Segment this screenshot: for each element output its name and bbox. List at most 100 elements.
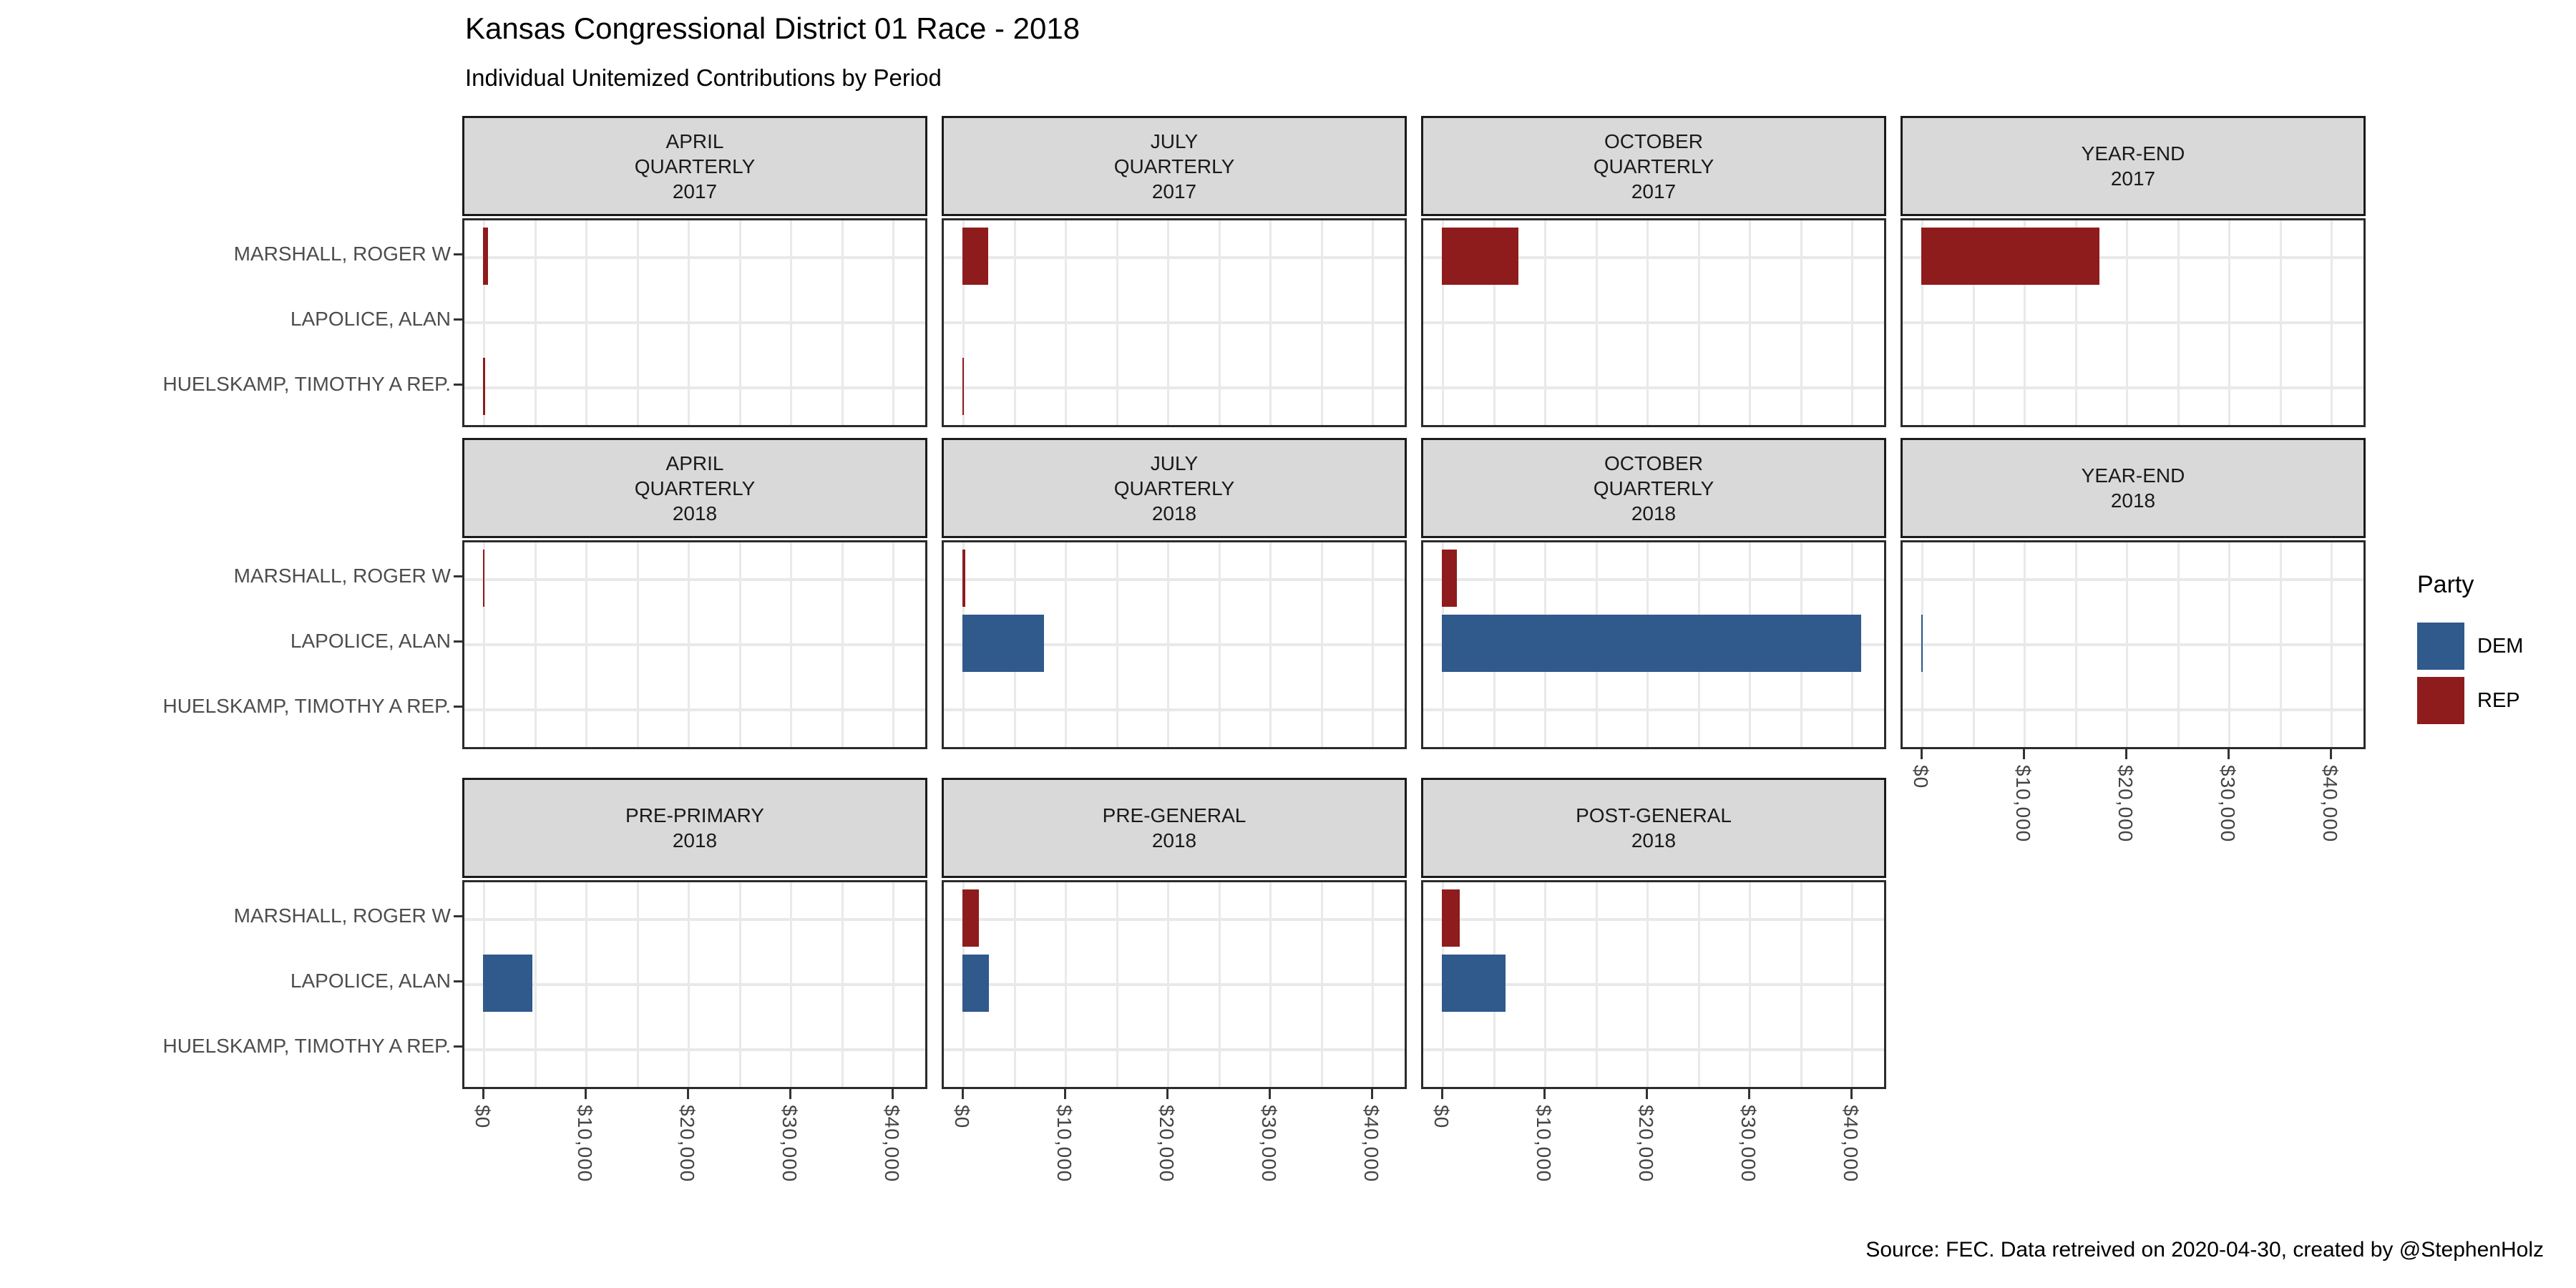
y-axis-label: HUELSKAMP, TIMOTHY A REP. (162, 695, 451, 718)
gridline-horizontal (464, 708, 925, 712)
x-tick-mark (482, 1089, 484, 1099)
y-axis-label: LAPOLICE, ALAN (290, 969, 451, 992)
gridline-horizontal (464, 1048, 925, 1052)
bar-lapolice (1442, 614, 1862, 672)
bar-marshall (1921, 227, 2099, 285)
gridline-horizontal (1903, 386, 2363, 390)
x-tick-mark (1921, 749, 1923, 759)
facet-strip-label: YEAR-END (2081, 142, 2185, 165)
gridline-horizontal (464, 577, 925, 581)
gridline-horizontal (944, 982, 1405, 986)
x-tick-label: $10,000 (2012, 765, 2034, 843)
facet-strip-label: 2017 (1631, 180, 1677, 203)
facet-strip-label: 2017 (1151, 180, 1197, 203)
y-axis-label: MARSHALL, ROGER W (233, 564, 451, 587)
facet-strip-label: YEAR-END (2081, 464, 2185, 487)
x-tick-mark (2330, 749, 2332, 759)
x-tick-mark (1850, 1089, 1853, 1099)
facet-panel (462, 218, 927, 427)
facet-strip-label: 2018 (1151, 829, 1197, 852)
x-tick-mark (2228, 749, 2230, 759)
bar-lapolice (1442, 954, 1506, 1012)
y-axis-label: MARSHALL, ROGER W (233, 242, 451, 265)
y-tick-mark (454, 706, 462, 708)
facet-strip: JULY QUARTERLY 2018 (942, 438, 1407, 538)
facet-strip: OCTOBER QUARTERLY 2018 (1421, 438, 1886, 538)
chart-title: Kansas Congressional District 01 Race - … (465, 11, 1080, 45)
y-tick-mark (454, 640, 462, 643)
gridline-horizontal (464, 917, 925, 921)
facet-strip: OCTOBER QUARTERLY 2017 (1421, 116, 1886, 216)
facet-strip-label: PRE-PRIMARY (625, 804, 764, 826)
facet-strip: PRE-GENERAL 2018 (942, 778, 1407, 878)
x-tick-label: $30,000 (1258, 1105, 1280, 1183)
bar-marshall (962, 227, 988, 285)
facet-strip: PRE-PRIMARY 2018 (462, 778, 927, 878)
facet-strip-label: POST-GENERAL (1576, 804, 1732, 826)
facet-strip: YEAR-END 2018 (1901, 438, 2366, 538)
facet-strip-label: 2017 (672, 180, 718, 203)
facet-strip-label: QUARTERLY (1593, 155, 1714, 177)
y-tick-mark (454, 253, 462, 255)
facet-panel (462, 880, 927, 1089)
gridline-horizontal (1903, 643, 2363, 646)
y-tick-mark (454, 980, 462, 982)
gridline-horizontal (1423, 386, 1884, 390)
x-tick-mark (687, 1089, 689, 1099)
x-tick-label: $20,000 (1635, 1105, 1657, 1183)
x-tick-label: $40,000 (2319, 765, 2341, 843)
x-tick-label: $0 (1910, 765, 1932, 789)
gridline-horizontal (1423, 917, 1884, 921)
facet-strip-label: 2018 (672, 829, 718, 852)
facet-strip-label: 2018 (2110, 489, 2156, 512)
y-tick-mark (454, 914, 462, 917)
facet-panel (942, 540, 1407, 749)
gridline-horizontal (1903, 321, 2363, 324)
x-tick-label: $40,000 (881, 1105, 903, 1183)
bar-marshall (483, 549, 485, 607)
y-tick-mark (454, 318, 462, 321)
facet-panel (1901, 540, 2366, 749)
facet-strip-label: QUARTERLY (1113, 155, 1235, 177)
bar-marshall (483, 227, 489, 285)
facet-strip-label: JULY (1150, 452, 1199, 474)
gridline-horizontal (944, 386, 1405, 390)
x-tick-label: $30,000 (1737, 1105, 1760, 1183)
bar-marshall (1442, 227, 1519, 285)
facet-strip: APRIL QUARTERLY 2017 (462, 116, 927, 216)
facet-strip-label: QUARTERLY (1113, 477, 1235, 499)
bar-marshall (1442, 549, 1458, 607)
gridline-horizontal (1423, 255, 1884, 259)
x-tick-label: $0 (1430, 1105, 1453, 1129)
facet-panel (1421, 540, 1886, 749)
gridline-horizontal (464, 255, 925, 259)
x-tick-mark (2125, 749, 2127, 759)
x-tick-label: $30,000 (779, 1105, 801, 1183)
x-tick-label: $20,000 (676, 1105, 698, 1183)
x-tick-mark (1646, 1089, 1648, 1099)
facet-strip-label: APRIL (665, 130, 724, 152)
chart-subtitle: Individual Unitemized Contributions by P… (465, 64, 942, 91)
facet-strip-label: 2017 (2110, 167, 2156, 190)
gridline-horizontal (944, 255, 1405, 259)
facet-panel (1421, 880, 1886, 1089)
bar-lapolice (962, 614, 1045, 672)
legend-key-dem (2417, 623, 2464, 670)
gridline-horizontal (944, 917, 1405, 921)
gridline-horizontal (464, 386, 925, 390)
x-tick-label: $0 (951, 1105, 973, 1129)
facet-strip-label: 2018 (672, 502, 718, 525)
x-tick-label: $0 (472, 1105, 494, 1129)
gridline-horizontal (464, 321, 925, 324)
y-axis-label: LAPOLICE, ALAN (290, 307, 451, 330)
x-tick-label: $40,000 (1360, 1105, 1382, 1183)
x-tick-label: $10,000 (1053, 1105, 1075, 1183)
x-tick-mark (962, 1089, 964, 1099)
bar-lapolice (962, 954, 990, 1012)
gridline-horizontal (944, 577, 1405, 581)
legend-title: Party (2417, 571, 2474, 598)
x-tick-label: $20,000 (1156, 1105, 1178, 1183)
legend-label-rep: REP (2477, 689, 2520, 712)
facet-strip-label: QUARTERLY (1593, 477, 1714, 499)
